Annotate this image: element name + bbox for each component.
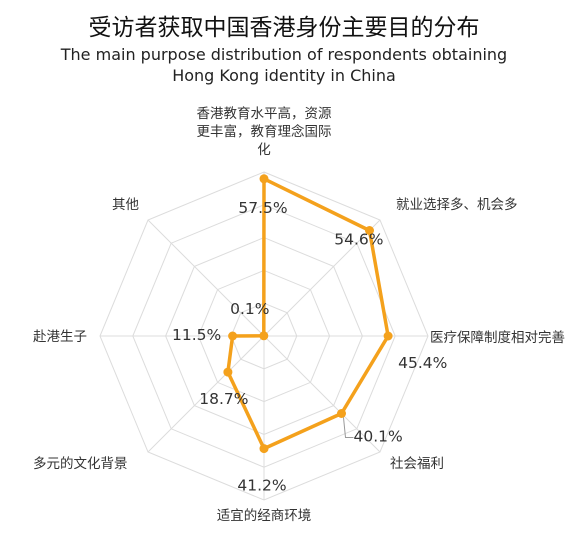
data-point — [223, 367, 233, 377]
data-point — [228, 331, 238, 341]
category-label: 社会福利 — [390, 456, 444, 472]
category-label: 多元的文化背景 — [33, 455, 128, 472]
radar-labels: 57.5% 54.6% 45.4% 40.1% 41.2% 18.7% 11.5% 0.1% 香… — [33, 105, 565, 524]
category-label: 医疗保障制度相对完善 — [430, 330, 565, 346]
grid-spoke — [263, 219, 381, 337]
grid-spoke — [147, 219, 265, 337]
data-point — [383, 331, 393, 341]
data-point — [259, 444, 269, 454]
grid-spoke — [147, 335, 265, 453]
value-label: 40.1% — [354, 428, 403, 446]
data-point — [259, 331, 269, 341]
category-label: 其他 — [112, 197, 139, 213]
value-label: 11.5% — [172, 326, 221, 344]
radar-series — [223, 174, 393, 454]
grid-spoke — [263, 335, 381, 453]
category-label: 香港教育水平高，资源更丰富，教育理念国际化 — [197, 105, 332, 158]
data-point — [259, 174, 269, 184]
value-label: 45.4% — [398, 354, 447, 372]
value-label: 57.5% — [238, 199, 287, 217]
value-label: 18.7% — [199, 390, 248, 408]
value-label: 41.2% — [237, 477, 286, 495]
chart-title: 受访者获取中国香港身份主要目的分布 — [88, 15, 480, 41]
value-label: 54.6% — [334, 231, 383, 249]
category-label: 适宜的经商环境 — [217, 508, 312, 524]
category-label: 就业选择多、机会多 — [396, 196, 518, 213]
data-point — [365, 226, 374, 235]
chart-subtitle: The main purpose distribution of respond… — [60, 45, 508, 85]
leader-line — [343, 417, 354, 438]
value-label: 0.1% — [230, 300, 269, 318]
category-label: 赴港生子 — [33, 329, 87, 345]
data-point — [337, 409, 346, 418]
